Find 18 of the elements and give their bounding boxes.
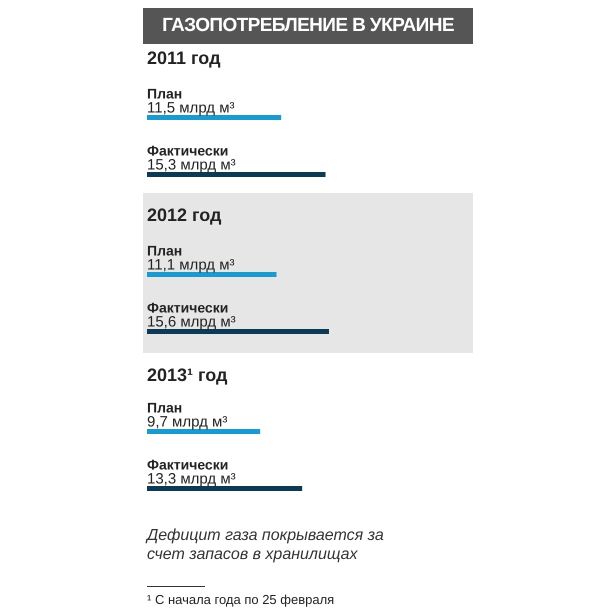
text: Дефицит газа покрывается за счет запасов в хранилищах (147, 526, 385, 564)
data-label: 15,3 млрд м³ (147, 156, 236, 173)
chart-title: ГАЗОПОТРЕБЛЕНИЕ В УКРАИНЕ (143, 8, 473, 44)
data-label: 9,7 млрд м³ (147, 413, 228, 430)
y-tick-label: План (147, 85, 182, 101)
y-tick-label: Фактически (147, 299, 228, 315)
chart-subtitle: 2012 год (147, 204, 222, 226)
y-tick-label: План (147, 242, 182, 258)
chart-subtitle: 2011 год (147, 47, 220, 69)
data-label: 13,3 млрд м³ (147, 470, 236, 487)
y-tick-label: Фактически (147, 142, 228, 158)
text: ¹ С начала года по 25 февраля (147, 592, 334, 608)
y-tick-label: Фактически (147, 456, 228, 472)
data-label: 15,6 млрд м³ (147, 313, 236, 330)
y-tick-label: План (147, 399, 182, 415)
chart-subtitle: 2013¹ год (147, 364, 228, 386)
data-label: 11,1 млрд м³ (147, 256, 235, 273)
data-label: 11,5 млрд м³ (147, 99, 235, 116)
